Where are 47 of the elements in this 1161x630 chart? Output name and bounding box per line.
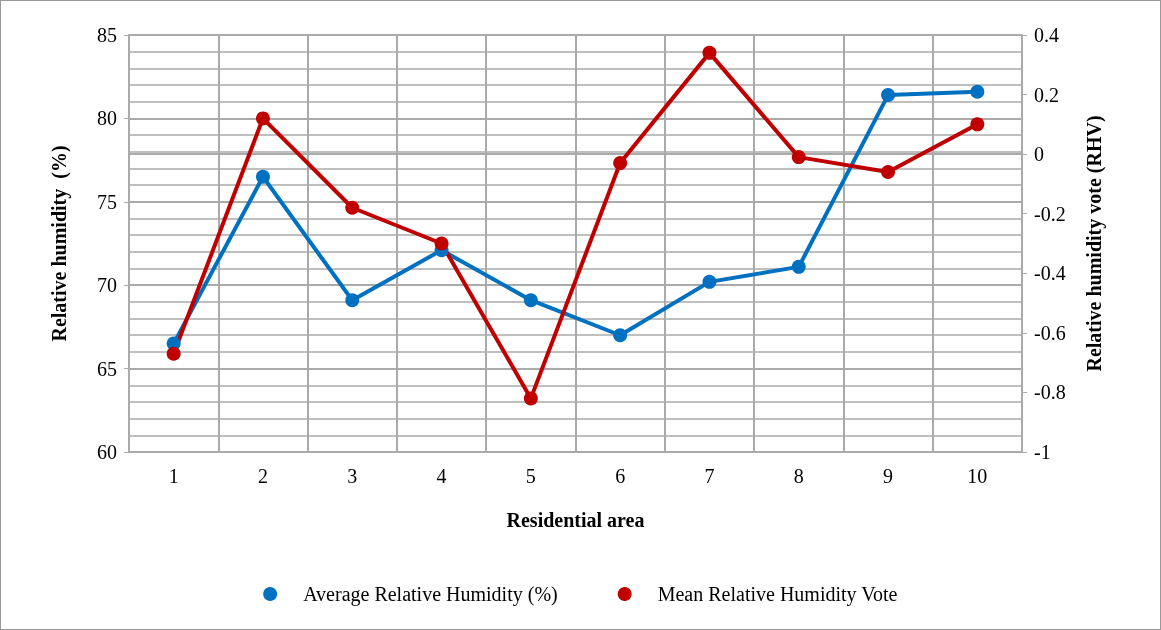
point — [345, 200, 360, 215]
point — [345, 293, 360, 308]
point — [702, 274, 717, 289]
point — [970, 84, 985, 99]
point — [166, 346, 181, 361]
y2-tick-label: -0.4 — [1034, 262, 1066, 285]
point — [434, 236, 449, 251]
y2-tick-label: -0.6 — [1034, 321, 1066, 344]
point — [881, 165, 896, 180]
point — [613, 156, 628, 171]
y-tick-label: 70 — [97, 274, 117, 297]
legend-label: Average Relative Humidity (%) — [303, 583, 558, 606]
x-tick-label: 10 — [967, 465, 988, 487]
point — [791, 150, 806, 165]
y2-tick-label: -0.8 — [1034, 381, 1066, 404]
y-tick-label: 85 — [97, 24, 117, 46]
y-tick-label: 60 — [97, 441, 117, 463]
y2-axis-title: Relative humidity vote (RHV) — [1083, 115, 1106, 372]
point — [791, 259, 806, 274]
point — [523, 391, 538, 406]
legend-label: Mean Relative Humidity Vote — [657, 583, 898, 606]
x-tick-label: 9 — [883, 465, 894, 487]
y2-tick-label: 0.4 — [1034, 24, 1059, 46]
point — [970, 117, 985, 132]
y-tick-label: 65 — [97, 357, 117, 380]
x-tick-label: 6 — [615, 465, 626, 487]
y2-tick-label: 0.2 — [1034, 83, 1059, 106]
x-tick-label: 1 — [168, 465, 179, 487]
point — [255, 111, 270, 126]
y-axis-title: Relative humidity (%) — [48, 145, 71, 342]
point — [702, 45, 717, 60]
y2-tick-label: -1 — [1034, 441, 1051, 463]
point — [255, 169, 270, 184]
x-tick-label: 8 — [793, 465, 804, 487]
x-tick-label: 2 — [257, 465, 268, 487]
point — [613, 328, 628, 343]
y-tick-label: 80 — [97, 107, 117, 130]
y-tick-label: 75 — [97, 190, 117, 213]
x-tick-label: 3 — [347, 465, 358, 487]
x-axis-title: Residential area — [506, 509, 645, 531]
y2-tick-label: 0 — [1034, 143, 1044, 166]
x-tick-label: 7 — [704, 465, 715, 487]
x-tick-label: 5 — [525, 465, 536, 487]
point — [523, 293, 538, 308]
y2-tick-label: -0.2 — [1034, 202, 1066, 225]
point — [881, 88, 896, 103]
x-tick-label: 4 — [436, 465, 447, 487]
